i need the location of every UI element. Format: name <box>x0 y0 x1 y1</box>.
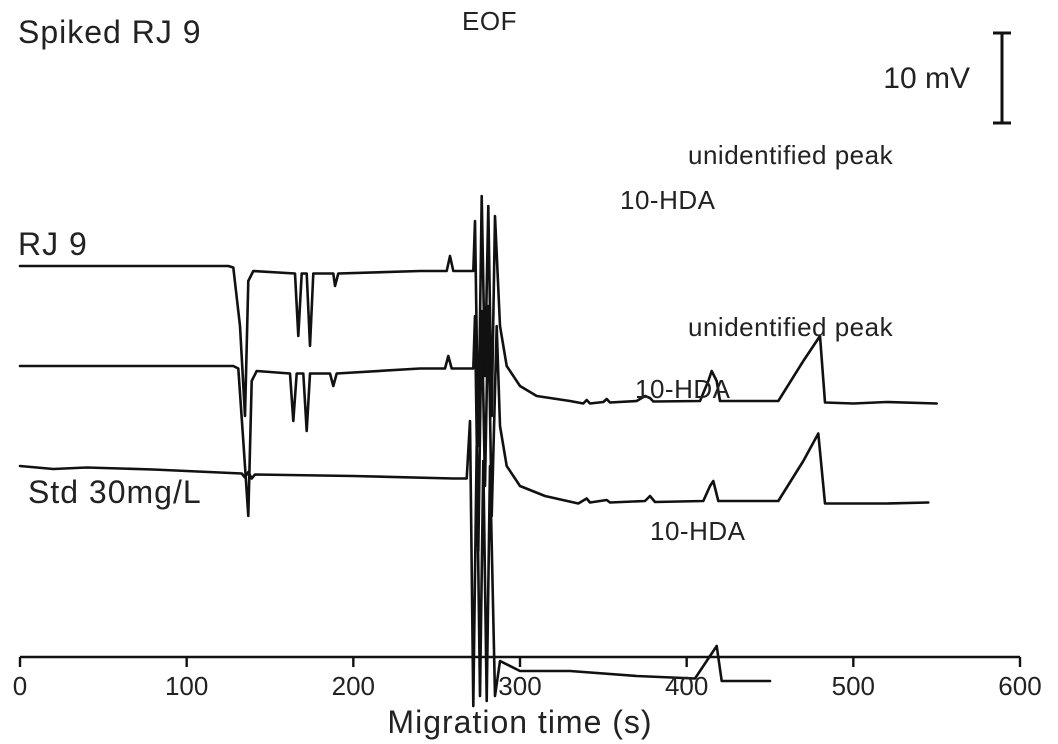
x-tick-label: 300 <box>498 671 541 701</box>
x-tick-label: 500 <box>832 671 875 701</box>
x-tick-label: 600 <box>998 671 1041 701</box>
annotations: EOF unidentified peak 10-HDA unidentifie… <box>462 6 894 546</box>
trace-std <box>18 419 772 708</box>
annotation-eof: EOF <box>462 6 517 36</box>
trace-spiked-rj9 <box>18 194 938 448</box>
trace-label-rj9: RJ 9 <box>18 226 88 262</box>
x-ticks: 0 100 200 300 400 500 600 <box>13 657 1042 701</box>
traces <box>18 194 938 708</box>
trace-label-std: Std 30mg/L <box>28 474 202 510</box>
x-tick-label: 400 <box>665 671 708 701</box>
x-axis-title: Migration time (s) <box>387 704 652 740</box>
annotation-unidentified-peak-middle: unidentified peak <box>688 312 894 342</box>
trace-labels: Spiked RJ 9 RJ 9 Std 30mg/L <box>18 14 202 510</box>
x-tick-label: 200 <box>332 671 375 701</box>
annotation-10hda-bottom: 10-HDA <box>650 516 746 546</box>
scale-bar: 10 mV <box>883 31 1011 125</box>
trace-rj9 <box>18 304 930 553</box>
x-axis: 0 100 200 300 400 500 600 Migration time (s) <box>13 655 1042 740</box>
x-tick-label: 0 <box>13 671 27 701</box>
annotation-10hda-middle: 10-HDA <box>635 374 731 404</box>
annotation-10hda-top: 10-HDA <box>620 185 716 215</box>
annotation-unidentified-peak-top: unidentified peak <box>688 140 894 170</box>
trace-label-spiked-rj9: Spiked RJ 9 <box>18 14 202 50</box>
x-tick-label: 100 <box>165 671 208 701</box>
scale-bar-label: 10 mV <box>883 62 970 95</box>
